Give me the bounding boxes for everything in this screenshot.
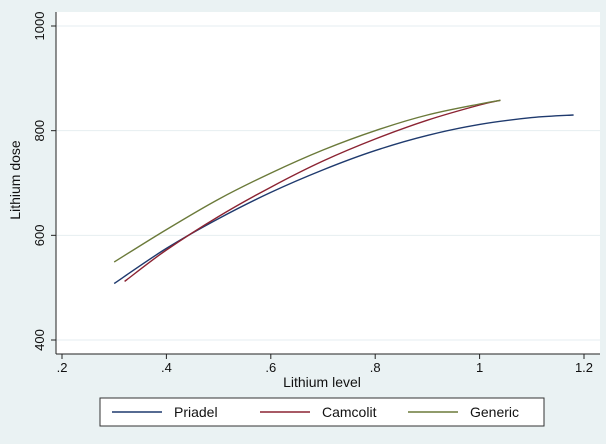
gridlines <box>56 25 600 341</box>
y-tick-label: 400 <box>32 329 47 351</box>
series-line-camcolit <box>124 99 501 282</box>
legend-label-generic: Generic <box>470 404 519 420</box>
legend-label-priadel: Priadel <box>174 404 218 420</box>
x-tick-label: .2 <box>57 360 68 375</box>
y-tick-label: 800 <box>32 120 47 142</box>
x-axis-label: Lithium level <box>283 374 361 390</box>
series-line-generic <box>113 99 501 263</box>
series <box>113 99 574 285</box>
x-tick-label: .8 <box>370 360 381 375</box>
axes: 400 600 800 1000 .2 .4 .6 .8 1 1.2 <box>32 12 600 375</box>
x-tick-label: 1.2 <box>575 360 593 375</box>
plot-area <box>56 12 600 354</box>
x-tick-label: .4 <box>161 360 172 375</box>
legend-label-camcolit: Camcolit <box>322 404 377 420</box>
x-tick-label: 1 <box>476 360 483 375</box>
y-tick-label: 600 <box>32 224 47 246</box>
y-tick-label: 1000 <box>32 12 47 41</box>
x-tick-label: .6 <box>265 360 276 375</box>
legend-box <box>99 397 545 427</box>
y-axis-label: Lithium dose <box>7 140 23 220</box>
legend: Priadel Camcolit Generic <box>99 397 545 427</box>
